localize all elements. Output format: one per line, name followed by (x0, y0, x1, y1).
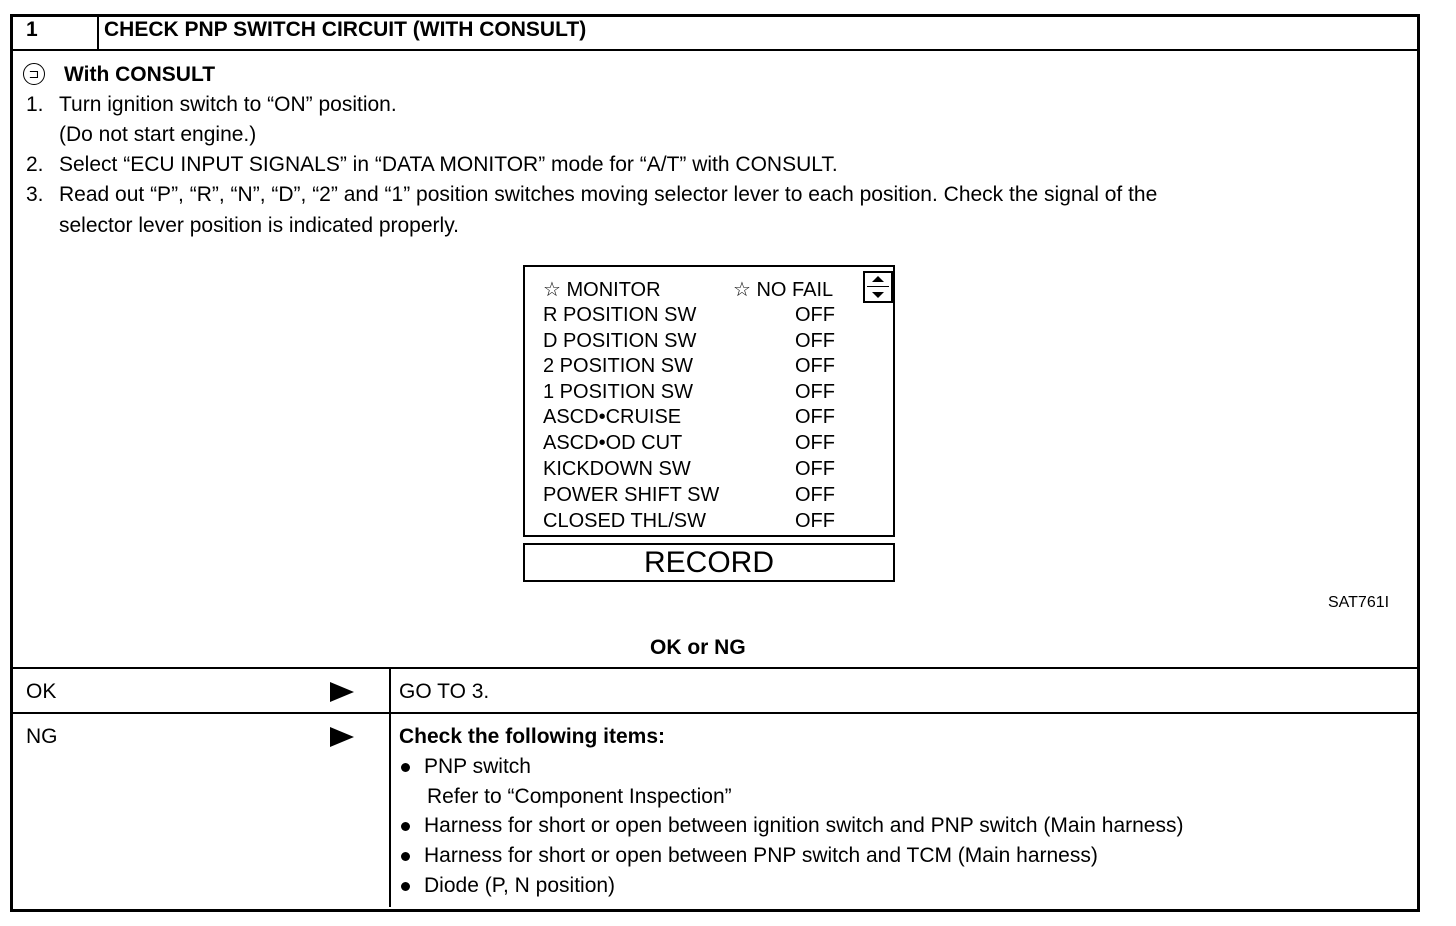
monitor-value: OFF (795, 458, 835, 480)
divider (10, 667, 1418, 669)
step-text: Read out “P”, “R”, “N”, “D”, “2” and “1”… (59, 183, 1158, 206)
monitor-value: OFF (795, 381, 835, 403)
check-item: Harness for short or open between PNP sw… (401, 843, 1098, 869)
scroll-arrows-icon (863, 271, 893, 303)
monitor-label: 2 POSITION SW (543, 355, 694, 377)
consult-monitor-screen: ☆ MONITOR ☆ NO FAIL R POSITION SW OFF D … (523, 265, 895, 537)
divider (10, 712, 1418, 714)
ng-action-title: Check the following items: (399, 725, 666, 748)
monitor-value: OFF (795, 484, 835, 506)
step-num: 3. (26, 183, 44, 206)
ok-action: GO TO 3. (399, 680, 490, 703)
ng-label: NG (26, 725, 58, 748)
monitor-label: KICKDOWN SW (543, 458, 691, 480)
table-frame (10, 14, 1420, 912)
check-item: PNP switch (401, 754, 531, 780)
monitor-value: OFF (795, 406, 835, 428)
check-item-text: Harness for short or open between igniti… (424, 814, 1184, 837)
monitor-value: OFF (795, 330, 835, 352)
bullet-icon (401, 851, 410, 861)
divider (97, 14, 99, 50)
check-item-text: Diode (P, N position) (424, 874, 616, 897)
monitor-label: ASCD•OD CUT (543, 432, 683, 454)
consult-label: With CONSULT (64, 63, 216, 86)
step-num: 1. (26, 93, 44, 116)
bullet-icon (401, 762, 410, 772)
step-text: Select “ECU INPUT SIGNALS” in “DATA MONI… (59, 153, 838, 176)
monitor-label: POWER SHIFT SW (543, 484, 720, 506)
result-question: OK or NG (650, 636, 746, 659)
bullet-icon (401, 881, 410, 891)
divider (389, 667, 391, 907)
monitor-label: CLOSED THL/SW (543, 510, 706, 532)
monitor-label: 1 POSITION SW (543, 381, 694, 403)
ok-label: OK (26, 680, 57, 703)
step-title: CHECK PNP SWITCH CIRCUIT (WITH CONSULT) (104, 18, 587, 41)
divider (10, 49, 1418, 51)
monitor-label: D POSITION SW (543, 330, 697, 352)
step-text: Turn ignition switch to “ON” position. (59, 93, 397, 116)
arrow-right-icon (330, 682, 354, 702)
monitor-header-left: ☆ MONITOR (543, 279, 661, 301)
bullet-icon (401, 821, 410, 831)
monitor-value: OFF (795, 510, 835, 532)
monitor-label: ASCD•CRUISE (543, 406, 682, 428)
arrow-right-icon (330, 727, 354, 747)
check-item-text: PNP switch (424, 755, 531, 778)
consult-icon: ⊐ (23, 63, 45, 85)
monitor-value: OFF (795, 304, 835, 326)
check-item-note: Refer to “Component Inspection” (427, 785, 732, 808)
figure-id: SAT761I (1328, 594, 1390, 611)
check-item: Harness for short or open between igniti… (401, 813, 1183, 839)
step-number: 1 (26, 18, 38, 41)
check-item: Diode (P, N position) (401, 873, 615, 899)
monitor-value: OFF (795, 432, 835, 454)
check-item-text: Harness for short or open between PNP sw… (424, 844, 1098, 867)
monitor-value: OFF (795, 355, 835, 377)
step-text: selector lever position is indicated pro… (59, 214, 459, 237)
record-button: RECORD (523, 543, 895, 582)
step-num: 2. (26, 153, 44, 176)
step-text: (Do not start engine.) (59, 123, 257, 146)
monitor-header-right: ☆ NO FAIL (733, 279, 834, 301)
monitor-label: R POSITION SW (543, 304, 697, 326)
